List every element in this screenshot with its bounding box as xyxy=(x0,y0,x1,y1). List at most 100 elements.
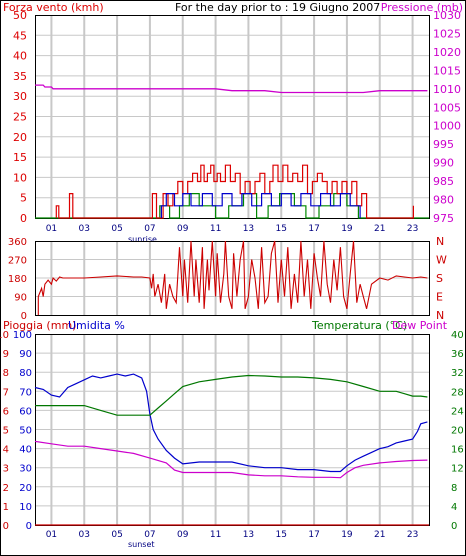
pressure-tick: 1030 xyxy=(433,9,461,22)
hour-label: 01 xyxy=(46,224,57,234)
pressure-tick: 990 xyxy=(433,157,454,170)
hour-label: 13 xyxy=(243,530,254,540)
wind-tick: 30 xyxy=(13,90,27,103)
hour-label: 07 xyxy=(144,224,155,234)
climate-panel-grid xyxy=(35,334,429,525)
humidity-tick: 40 xyxy=(19,445,32,456)
direction-degree-tick: 90 xyxy=(14,293,27,304)
humidity-tick: 50 xyxy=(19,426,32,437)
pressure-axis-ticks: 975 980 985 990 995 1000 1005 1010 1015 1020 1025 1… xyxy=(433,9,461,225)
temperature-tick: 4 xyxy=(451,502,457,513)
hour-label: 23 xyxy=(407,530,418,540)
direction-compass-tick: S xyxy=(436,272,443,285)
hour-label: 05 xyxy=(111,224,122,234)
humidity-axis-title: Umidita % xyxy=(68,319,125,332)
wind-average-line xyxy=(160,193,361,218)
pressure-tick: 995 xyxy=(433,138,454,151)
wind-axis-title: Forza vento (kmh) xyxy=(3,1,104,14)
hour-label: 17 xyxy=(308,530,319,540)
rain-tick: 3 xyxy=(3,464,9,475)
temperature-line xyxy=(35,374,428,416)
hour-label: 17 xyxy=(308,224,319,234)
hour-label: 13 xyxy=(243,224,254,234)
pressure-line xyxy=(35,84,428,94)
humidity-tick: 20 xyxy=(19,483,32,494)
temperature-tick: 0 xyxy=(451,521,457,532)
humidity-tick: 90 xyxy=(19,349,32,360)
rain-tick: 10 xyxy=(0,330,9,341)
temperature-tick: 20 xyxy=(451,426,464,437)
wind-tick: 20 xyxy=(13,131,27,144)
direction-line xyxy=(37,240,428,315)
rain-tick: 0 xyxy=(3,521,9,532)
hour-label: 03 xyxy=(79,530,90,540)
wind-tick: 15 xyxy=(13,151,27,164)
pressure-tick: 1015 xyxy=(433,64,461,77)
wind-tick: 10 xyxy=(13,171,27,184)
wind-tick: 45 xyxy=(13,29,27,42)
hour-label: 11 xyxy=(210,530,221,540)
direction-panel-series xyxy=(37,240,428,315)
pressure-tick: 980 xyxy=(433,194,454,207)
humidity-tick: 60 xyxy=(19,406,32,417)
temperature-axis-ticks: 0 4 8 12 16 20 24 28 32 36 40 xyxy=(451,330,464,532)
hour-label: 09 xyxy=(177,224,189,234)
rain-tick: 6 xyxy=(3,406,9,417)
wind-tick: 5 xyxy=(20,192,27,205)
sunset-label: sunset xyxy=(128,540,155,549)
humidity-axis-ticks: 0 10 20 30 40 50 60 70 80 90 100 xyxy=(13,330,32,532)
hour-label: 21 xyxy=(374,530,385,540)
temperature-tick: 8 xyxy=(451,483,457,494)
hour-label: 11 xyxy=(210,224,221,234)
humidity-tick: 30 xyxy=(19,464,32,475)
rain-tick: 8 xyxy=(3,368,9,379)
rain-tick: 4 xyxy=(3,445,9,456)
rain-axis-ticks: 0 1 2 3 4 5 6 7 8 9 10 xyxy=(0,330,9,532)
wind-tick: 0 xyxy=(20,212,27,225)
direction-compass-tick: E xyxy=(436,291,443,304)
hour-label: 05 xyxy=(111,530,122,540)
temperature-tick: 40 xyxy=(451,330,464,341)
hour-label: 15 xyxy=(276,530,287,540)
wind-tick: 40 xyxy=(13,50,27,63)
rain-tick: 5 xyxy=(3,426,9,437)
hour-label: 07 xyxy=(144,530,155,540)
pressure-tick: 1010 xyxy=(433,83,461,96)
dewpoint-line xyxy=(34,440,428,479)
direction-degree-tick: 0 xyxy=(21,311,27,322)
direction-degree-tick: 270 xyxy=(8,256,27,267)
direction-degree-tick: 360 xyxy=(8,237,27,248)
direction-compass-tick: N xyxy=(436,309,444,322)
temperature-tick: 36 xyxy=(451,349,464,360)
wind-panel-series xyxy=(35,84,429,219)
temperature-tick: 24 xyxy=(451,406,464,417)
temperature-axis-title: Temperatura (°C) xyxy=(311,319,407,332)
pressure-tick: 975 xyxy=(433,212,454,225)
humidity-tick: 100 xyxy=(13,330,32,341)
rain-tick: 7 xyxy=(3,387,9,398)
sunrise-label: sunrise xyxy=(128,235,157,244)
climate-hour-labels: 01 03 05 07 09 11 13 15 17 19 21 23 xyxy=(46,530,419,540)
direction-compass-tick: W xyxy=(436,254,447,267)
hour-label: 09 xyxy=(177,530,189,540)
hour-label: 23 xyxy=(407,224,418,234)
hour-label: 21 xyxy=(374,224,385,234)
humidity-line xyxy=(34,373,428,473)
wind-panel-frame xyxy=(35,15,430,219)
temperature-tick: 32 xyxy=(451,368,464,379)
temperature-tick: 12 xyxy=(451,464,464,475)
direction-panel-frame xyxy=(35,241,430,316)
pressure-tick: 1020 xyxy=(433,46,461,59)
pressure-tick: 985 xyxy=(433,175,454,188)
wind-hour-labels: 01 03 05 07 09 11 13 15 17 19 21 23 xyxy=(46,224,419,234)
hour-label: 19 xyxy=(341,530,353,540)
pressure-axis-title: Pressione (mb) xyxy=(381,1,463,14)
rain-axis-title: Pioggia (mm) xyxy=(3,319,76,332)
pressure-tick: 1005 xyxy=(433,101,461,114)
pressure-tick: 1025 xyxy=(433,27,461,40)
hour-label: 01 xyxy=(46,530,57,540)
humidity-tick: 80 xyxy=(19,368,32,379)
wind-tick: 25 xyxy=(13,111,27,124)
